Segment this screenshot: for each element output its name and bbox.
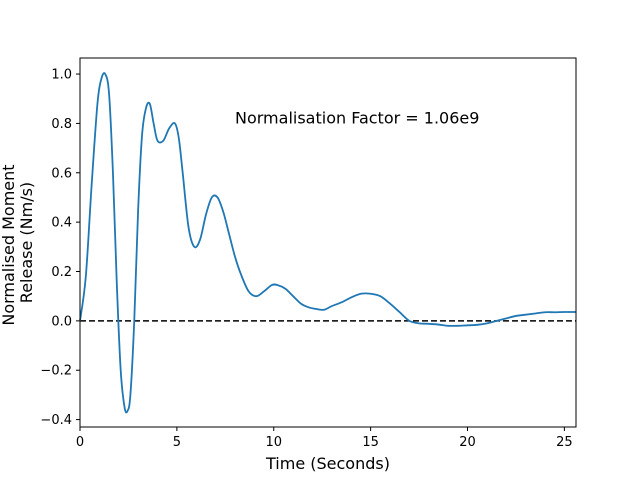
x-tick-label: 10	[265, 435, 282, 450]
annotations: Normalisation Factor = 1.06e9	[235, 108, 479, 127]
x-tick-label: 20	[459, 435, 476, 450]
x-tick-label: 5	[173, 435, 181, 450]
y-axis-label: Normalised Moment Release (Nm/s)	[0, 159, 36, 325]
y-axis-ticks: −0.4 −0.2 0.0 0.2 0.4 0.6 0.8 1.0	[40, 68, 80, 428]
x-axis-ticks: 0 5 10 15 20 25	[76, 427, 573, 450]
y-tick-label: −0.4	[40, 413, 72, 428]
y-tick-label: 0.0	[51, 314, 72, 329]
plot-frame	[79, 57, 577, 428]
y-tick-label: 0.2	[51, 265, 72, 280]
x-tick-label: 25	[556, 435, 573, 450]
x-axis-label: Time (Seconds)	[265, 454, 390, 473]
y-axis-label-line-1: Normalised Moment	[0, 164, 18, 325]
normalisation-factor-annotation: Normalisation Factor = 1.06e9	[235, 108, 479, 127]
x-tick-label: 0	[76, 435, 84, 450]
y-tick-label: −0.2	[40, 364, 72, 379]
y-tick-label: 0.4	[51, 216, 72, 231]
series-group	[79, 72, 577, 414]
y-tick-label: 0.6	[51, 166, 72, 181]
y-tick-label: 0.8	[51, 117, 72, 132]
y-tick-label: 1.0	[51, 68, 72, 83]
x-tick-label: 15	[362, 435, 379, 450]
series-line	[79, 72, 577, 414]
y-axis-label-line-2: Release (Nm/s)	[17, 182, 36, 303]
